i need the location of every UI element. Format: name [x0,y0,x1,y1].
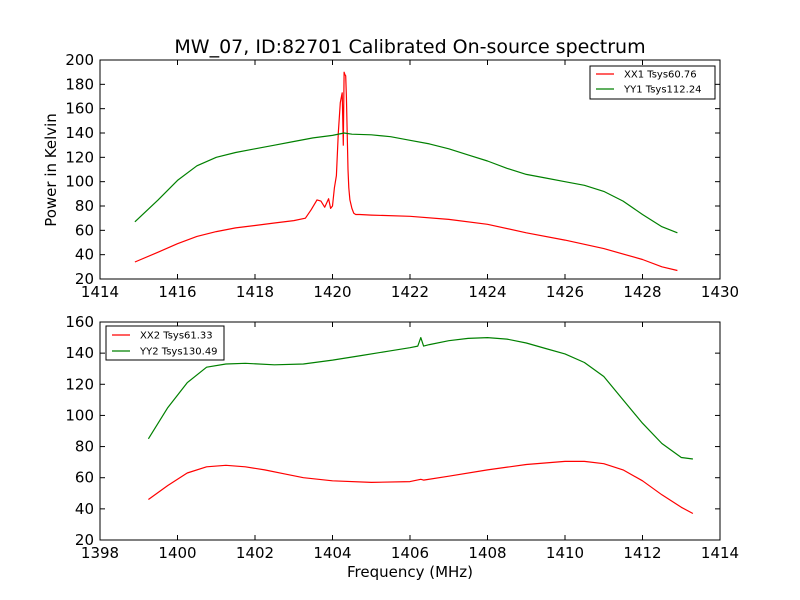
bottom-panel-x-tick-label: 1406 [391,544,429,562]
bottom-panel-x-tick-label: 1412 [623,544,661,562]
bottom-panel-y-tick-label: 20 [75,531,94,549]
top-panel-series-line-2 [134,132,678,234]
top-panel-x-tick-label: 1430 [701,283,739,301]
top-panel-x-tick-label: 1422 [391,283,429,301]
top-panel-y-tick-label: 200 [65,51,94,69]
top-panel-y-tick-label: 160 [65,100,94,118]
bottom-panel-x-tick-label: 1410 [546,544,584,562]
bottom-panel-x-tick-label: 1402 [236,544,274,562]
legend-label-yy2: YY2 Tsys130.49 [139,347,218,358]
top-panel-y-tick-label: 80 [75,197,94,215]
top-panel-y-tick-label: 20 [75,270,94,288]
bottom-panel-y-tick-label: 120 [65,375,94,393]
top-panel-x-tick-label: 1418 [236,283,274,301]
bottom-panel-x-axis-label: Frequency (MHz) [347,563,473,581]
top-panel-x-tick-label: 1420 [313,283,351,301]
figure-title: MW_07, ID:82701 Calibrated On-source spe… [174,36,645,58]
top-panel-x-tick-label: 1428 [623,283,661,301]
bottom-panel-x-tick-label: 1398 [81,544,119,562]
bottom-panel-y-tick-label: 80 [75,438,94,456]
top-panel-x-tick-label: 1416 [158,283,196,301]
legend-label-xx2: XX2 Tsys61.33 [140,331,213,342]
bottom-panel-y-tick-label: 60 [75,469,94,487]
bottom-panel-series-line-2 [147,337,693,460]
bottom-panel-x-tick-label: 1400 [158,544,196,562]
bottom-panel-y-tick-label: 40 [75,500,94,518]
bottom-panel-x-tick-label: 1408 [468,544,506,562]
bottom-panel-series-line-1 [148,460,694,515]
top-panel-ticks: 1414 1416 1418 1420 1422 1424 1426 1428 1430 20 40… [65,51,739,301]
bottom-panel-y-tick-label: 140 [65,344,94,362]
top-panel-y-tick-label: 140 [65,124,94,142]
top-panel-y-tick-label: 40 [75,246,94,264]
top-panel-y-tick-label: 180 [65,75,94,93]
top-panel-y-tick-label: 100 [65,173,94,191]
top-panel-y-tick-label: 120 [65,148,94,166]
bottom-panel-ticks: 1398 1400 1402 1404 1406 1408 1410 1412 1414 20 40… [65,313,739,562]
top-panel-x-tick-label: 1426 [546,283,584,301]
top-panel-legend: XX1 Tsys60.76 YY1 Tsys112.24 [589,65,716,100]
top-panel-y-tick-label: 60 [75,221,94,239]
legend-label-xx1: XX1 Tsys60.76 [624,70,697,81]
top-panel-y-axis-label: Power in Kelvin [42,113,60,227]
bottom-panel-legend: XX2 Tsys61.33 YY2 Tsys130.49 [105,325,225,361]
top-panel-x-tick-label: 1414 [81,283,119,301]
top-panel-series [134,71,678,272]
top-panel-series-line-1 [134,71,678,272]
bottom-panel-x-tick-label: 1414 [701,544,739,562]
top-panel-x-tick-label: 1424 [468,283,506,301]
legend-label-yy1: YY1 Tsys112.24 [623,85,702,96]
bottom-panel-x-tick-label: 1404 [313,544,351,562]
top-panel: 1414 1416 1418 1420 1422 1424 1426 1428 1430 20 40… [42,51,739,301]
bottom-panel-y-tick-label: 100 [65,406,94,424]
top-panel-legend-box [589,65,716,100]
bottom-panel-y-tick-label: 160 [65,313,94,331]
bottom-panel-series [147,337,694,515]
bottom-panel: 1398 1400 1402 1404 1406 1408 1410 1412 1414 20 40… [65,313,739,581]
bottom-panel-legend-box [105,325,225,361]
